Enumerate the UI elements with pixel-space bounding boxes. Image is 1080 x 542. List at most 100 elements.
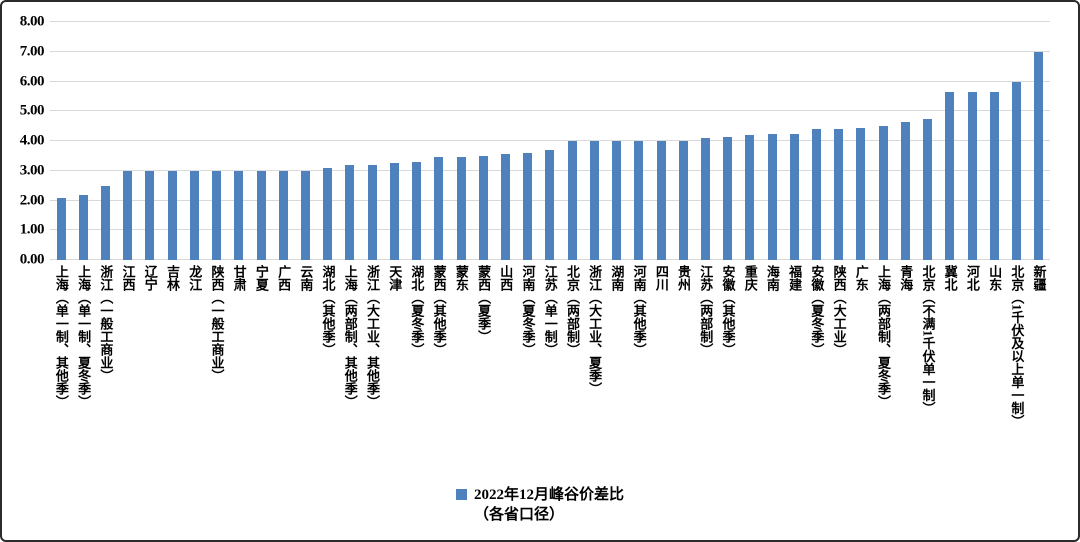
bar-slot	[139, 22, 161, 260]
bar	[967, 91, 977, 260]
bar-slot	[939, 22, 961, 260]
bar-slot	[872, 22, 894, 260]
y-axis: 0.00 1.00 2.00 3.00 4.00 5.00 6.00 7.00 8.00	[2, 14, 45, 267]
bar	[101, 185, 111, 260]
bar-slot	[272, 22, 294, 260]
bar	[656, 141, 666, 260]
bar	[723, 136, 733, 260]
bar-slot	[317, 22, 339, 260]
x-axis-labels: 上海（单一制、其他季） 上海（单一制、夏冬季） 浙江（一般工商业） 江西 辽宁 吉林 龙江陕…	[50, 265, 1050, 477]
bar-slot	[628, 22, 650, 260]
x-label-slot: 上海（单一制、夏冬季）	[72, 265, 94, 477]
bar-slot	[383, 22, 405, 260]
bar-slot	[1005, 22, 1027, 260]
bar-slot	[672, 22, 694, 260]
x-label-slot: 江西	[117, 265, 139, 477]
bar	[301, 170, 311, 260]
bar-slot	[694, 22, 716, 260]
bar	[812, 129, 822, 260]
bar-slot	[650, 22, 672, 260]
x-axis-label: 湖南	[609, 265, 625, 291]
y-tick-label: 5.00	[19, 102, 45, 119]
x-label-slot: 安徽（其他季）	[717, 265, 739, 477]
bar-slot	[494, 22, 516, 260]
x-axis-label: 河北	[964, 265, 980, 291]
x-axis-label: 浙江（一般工商业）	[98, 265, 114, 382]
x-label-slot: 冀北	[939, 265, 961, 477]
bar-slot	[339, 22, 361, 260]
x-label-slot: 河南（夏冬季）	[517, 265, 539, 477]
x-axis-label: 蒙东	[453, 265, 469, 291]
x-label-slot: 辽宁	[139, 265, 161, 477]
x-axis-label: 河南（夏冬季）	[520, 265, 536, 356]
bar	[367, 164, 377, 260]
x-axis-label: 青海	[898, 265, 914, 291]
bar-slot	[983, 22, 1005, 260]
bar	[456, 157, 466, 260]
x-axis-label: 甘肃	[231, 265, 247, 291]
x-label-slot: 江苏（单一制）	[539, 265, 561, 477]
x-axis-label: 江苏（单一制）	[542, 265, 558, 356]
bar	[278, 170, 288, 260]
x-axis-label: 福建	[787, 265, 803, 291]
bar-slot	[805, 22, 827, 260]
x-label-slot: 湖北（夏冬季）	[406, 265, 428, 477]
bar-slot	[850, 22, 872, 260]
bar	[945, 91, 955, 260]
x-axis-label: 北京（两部制）	[564, 265, 580, 356]
x-label-slot: 陕西（一般工商业）	[206, 265, 228, 477]
bar-slot	[739, 22, 761, 260]
bar-slot	[472, 22, 494, 260]
y-tick-label: 0.00	[19, 251, 45, 268]
x-axis-label: 云南	[298, 265, 314, 291]
bar-slot	[206, 22, 228, 260]
bar	[145, 170, 155, 260]
x-axis-label: 宁夏	[253, 265, 269, 291]
x-axis-label: 江西	[120, 265, 136, 291]
bar-slot	[161, 22, 183, 260]
gridline	[50, 50, 1050, 52]
legend-swatch-icon	[455, 489, 467, 500]
x-axis-label: 湖北（其他季）	[320, 265, 336, 356]
x-axis-label: 广东	[853, 265, 869, 291]
x-axis-label: 安徽（夏冬季）	[809, 265, 825, 356]
x-axis-label: 北京（不满1千伏单一制）	[920, 265, 936, 415]
gridline	[50, 21, 1050, 22]
x-label-slot: 新疆	[1028, 265, 1050, 477]
bar	[878, 126, 888, 260]
x-label-slot: 广东	[850, 265, 872, 477]
y-tick-label: 8.00	[19, 13, 45, 30]
x-axis-label: 山西	[498, 265, 514, 291]
bar	[1034, 51, 1044, 260]
y-tick-label: 6.00	[19, 73, 45, 89]
bar	[500, 154, 510, 260]
x-axis-label: 蒙西（其他季）	[431, 265, 447, 356]
gridline	[50, 140, 1050, 141]
x-axis-label: 四川	[653, 265, 669, 291]
x-label-slot: 海南	[761, 265, 783, 477]
bar-slot	[539, 22, 561, 260]
y-tick-label: 7.00	[19, 43, 45, 60]
x-label-slot: 河南（其他季）	[628, 265, 650, 477]
x-axis-label: 浙江（大工业、夏季）	[587, 265, 603, 395]
bar	[700, 138, 710, 260]
x-label-slot: 山西	[494, 265, 516, 477]
bar-slot	[917, 22, 939, 260]
bar	[678, 141, 688, 260]
bar	[545, 149, 555, 260]
x-axis-label: 陕西（大工业）	[831, 265, 847, 356]
x-axis-label: 山东	[987, 265, 1003, 291]
bar-slot	[717, 22, 739, 260]
bar-slot	[894, 22, 916, 260]
x-label-slot: 四川	[650, 265, 672, 477]
x-axis-label: 湖北（夏冬季）	[409, 265, 425, 356]
bar-slot	[605, 22, 627, 260]
bar	[412, 161, 422, 260]
x-label-slot: 安徽（夏冬季）	[805, 265, 827, 477]
bar	[767, 133, 777, 260]
x-label-slot: 浙江（大工业、其他季）	[361, 265, 383, 477]
bar-slot	[450, 22, 472, 260]
y-tick-label: 1.00	[19, 221, 45, 238]
x-axis-label: 海南	[764, 265, 780, 291]
x-label-slot: 贵州	[672, 265, 694, 477]
